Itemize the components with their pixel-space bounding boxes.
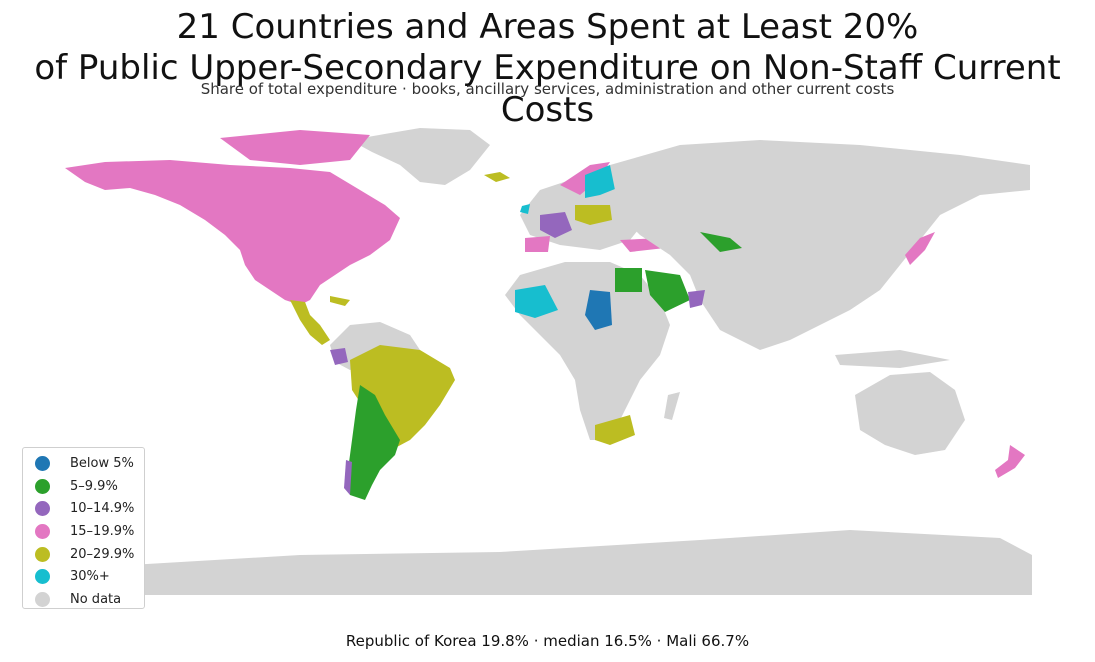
region-north-america[interactable] [65, 160, 400, 305]
map-title-line-1: 21 Countries and Areas Spent at Least 20… [176, 7, 919, 47]
legend-swatch [35, 478, 50, 494]
legend-label: Below 5% [70, 455, 134, 471]
region-iceland[interactable] [484, 172, 510, 182]
region-greenland[interactable] [350, 128, 490, 185]
legend-item: 10–14.9% [35, 497, 144, 520]
region-russia-asia[interactable] [610, 140, 1030, 350]
region-saudi-arabia[interactable] [645, 270, 690, 312]
region-oman[interactable] [688, 290, 705, 308]
legend-swatch [35, 591, 50, 607]
legend-swatch [35, 546, 50, 562]
region-central-america[interactable] [290, 300, 330, 345]
legend-item: Below 5% [35, 452, 144, 475]
region-france[interactable] [540, 212, 572, 238]
region-spain[interactable] [525, 236, 550, 252]
legend-label: 30%+ [70, 569, 110, 585]
legend-item: 20–29.9% [35, 543, 144, 566]
legend-label: 5–9.9% [70, 478, 118, 494]
map-title-line-2: of Public Upper-Secondary Expenditure on… [34, 48, 1061, 130]
legend-swatch [35, 523, 50, 539]
region-japan[interactable] [905, 232, 935, 265]
region-indonesia[interactable] [835, 350, 950, 368]
map-legend: Below 5% 5–9.9% 10–14.9% 15–19.9% 20–29.… [22, 447, 145, 609]
legend-item: 5–9.9% [35, 475, 144, 498]
region-mali[interactable] [515, 285, 558, 318]
legend-item: 30%+ [35, 565, 144, 588]
region-kazakhstan-uzbek[interactable] [700, 232, 742, 252]
region-new-zealand[interactable] [995, 445, 1025, 478]
legend-label: 20–29.9% [70, 546, 135, 562]
legend-swatch [35, 569, 50, 585]
region-colombia[interactable] [330, 348, 348, 365]
legend-label: No data [70, 591, 122, 607]
region-central-europe[interactable] [575, 205, 612, 225]
legend-item: No data [35, 588, 144, 611]
legend-item: 15–19.9% [35, 520, 144, 543]
region-australia[interactable] [855, 372, 965, 455]
region-uk[interactable] [520, 204, 530, 214]
legend-swatch [35, 501, 50, 517]
map-subtitle: Share of total expenditure · books, anci… [200, 80, 895, 98]
map-footer-stats: Republic of Korea 19.8% · median 16.5% ·… [345, 632, 750, 650]
region-antarctica[interactable] [130, 530, 1032, 595]
region-madagascar[interactable] [664, 392, 680, 420]
legend-swatch [35, 455, 50, 471]
region-chile-argentina[interactable] [348, 385, 400, 500]
region-chile-south[interactable] [344, 460, 352, 495]
region-chad[interactable] [585, 290, 612, 330]
region-caribbean[interactable] [330, 296, 350, 306]
legend-label: 10–14.9% [70, 501, 135, 517]
region-south-africa[interactable] [595, 415, 635, 445]
legend-label: 15–19.9% [70, 523, 135, 539]
region-arctic-islands[interactable] [220, 130, 370, 165]
region-egypt[interactable] [615, 268, 642, 292]
